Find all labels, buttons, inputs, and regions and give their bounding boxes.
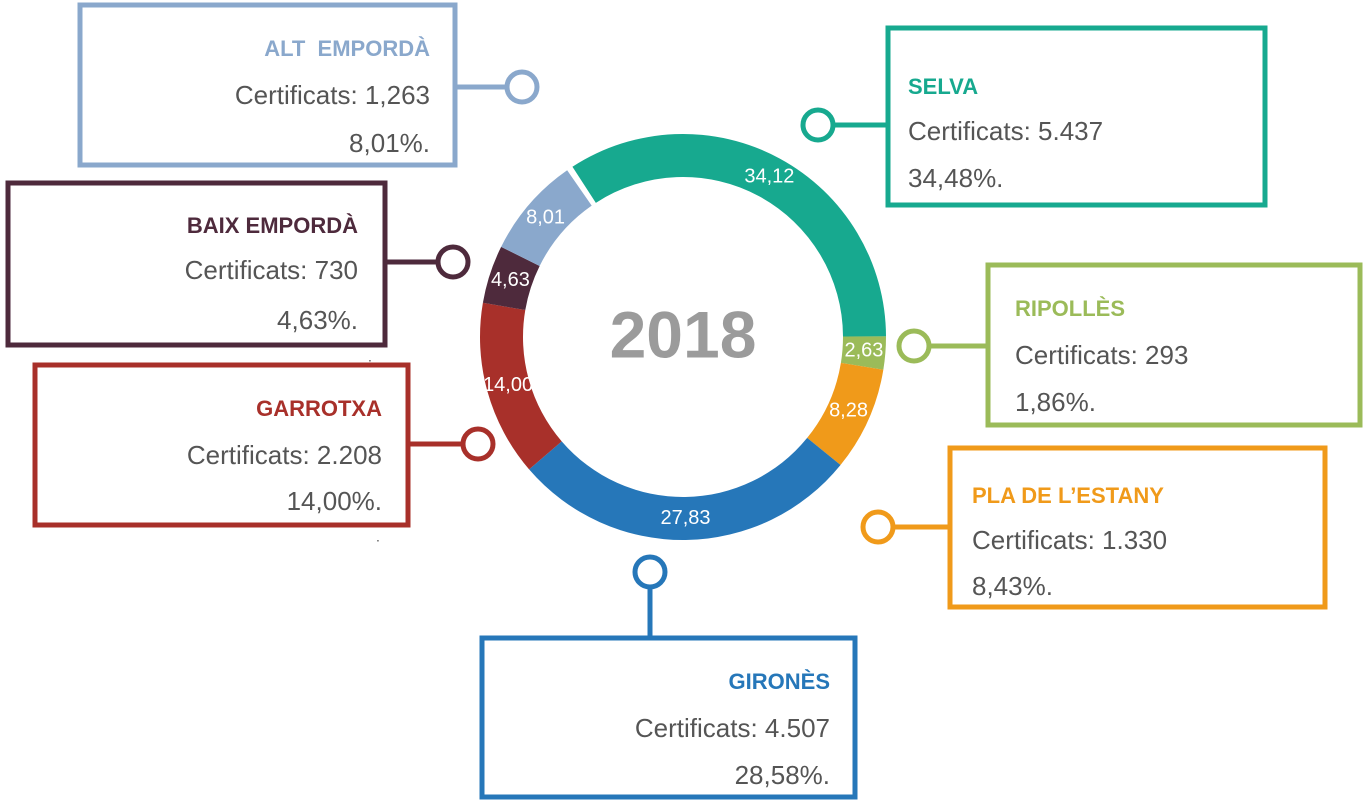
callout-count: Certificats: 5.437 (908, 116, 1103, 146)
callout-box (885, 25, 1268, 208)
callout-count: Certificats: 1.330 (972, 525, 1167, 555)
callout-count: Certificats: 730 (185, 255, 358, 285)
segment-label: 4,63 (491, 269, 530, 291)
callout-title: PLA DE L’ESTANY (972, 483, 1164, 508)
callout-box (479, 635, 858, 800)
donut-segment (529, 437, 841, 540)
donut-segment (807, 362, 884, 466)
callout-share: 28,58%. (735, 760, 830, 790)
center-label: 2018 (610, 297, 757, 371)
segment-label: 14,00 (483, 374, 533, 396)
callout-title: RIPOLLÈS (1015, 296, 1125, 321)
callout-title: ALT EMPORDÀ (264, 36, 430, 61)
connector-dot (460, 426, 496, 462)
connector-dot (632, 554, 668, 590)
callout-title: GARROTXA (256, 396, 382, 421)
callout-share: 4,63%. (277, 305, 358, 335)
callout-count: Certificats: 4.507 (635, 713, 830, 743)
callout-share: 8,01%. (349, 128, 430, 158)
callout-share: 1,86%. (1015, 387, 1096, 417)
donut-segment (479, 302, 562, 470)
segment-label: 27,83 (660, 507, 710, 529)
callout-count: Certificats: 293 (1015, 340, 1188, 370)
segment-label: 34,12 (744, 166, 794, 188)
connector-dot (800, 107, 836, 143)
segment-label: 8,28 (829, 400, 868, 422)
connector-dot (504, 69, 540, 105)
callout-note: . (368, 349, 372, 365)
callout-share: 34,48%. (908, 163, 1003, 193)
callout-title: GIRONÈS (729, 669, 830, 694)
connector-dot (860, 509, 896, 545)
connector-dot (435, 244, 471, 280)
segment-label: 2,63 (844, 340, 883, 362)
donut-segment (572, 134, 886, 337)
callout-share: 8,43%. (972, 571, 1053, 601)
callout-title: SELVA (908, 74, 978, 99)
callout-note: . (376, 529, 380, 545)
callout-count: Certificats: 1,263 (235, 80, 430, 110)
donut-segment (840, 336, 886, 370)
connector-dot (896, 328, 932, 364)
callout-title: BAIX EMPORDÀ (187, 213, 358, 238)
segment-label: 8,01 (526, 207, 565, 229)
donut-segment (501, 170, 592, 266)
callout-count: Certificats: 2.208 (187, 440, 382, 470)
donut-segment (482, 246, 540, 311)
callout-share: 14,00%. (287, 486, 382, 516)
